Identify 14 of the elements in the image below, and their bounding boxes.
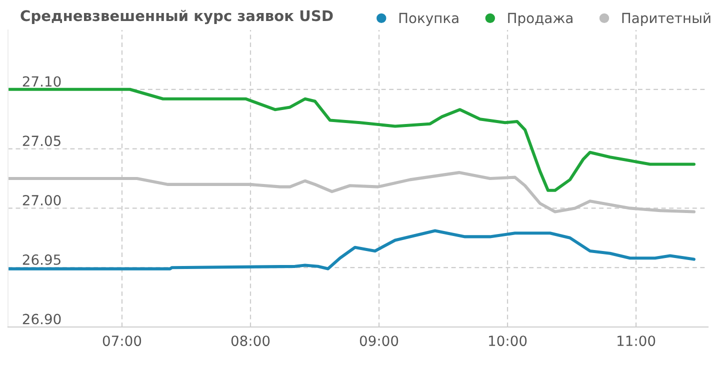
y-tick-label: 27.05 xyxy=(22,136,60,146)
x-tick-label: 09:00 xyxy=(360,336,398,346)
y-tick-label: 26.95 xyxy=(22,254,60,265)
x-tick-label: 11:00 xyxy=(618,336,656,346)
y-tick-label: 26.90 xyxy=(22,314,61,324)
x-tick-label: 10:00 xyxy=(489,336,527,346)
x-tick-label: 07:00 xyxy=(102,336,142,346)
legend-label: Паритетный xyxy=(622,12,710,26)
chart-title: Средневзвешенный курс заявок USD xyxy=(20,10,333,24)
y-tick-label: 27.10 xyxy=(22,76,61,87)
legend-label: Продажа xyxy=(508,12,572,26)
y-tick-label: 27.00 xyxy=(22,195,61,206)
x-tick-label: 08:00 xyxy=(231,336,270,346)
legend-label: Покупка xyxy=(399,12,458,26)
